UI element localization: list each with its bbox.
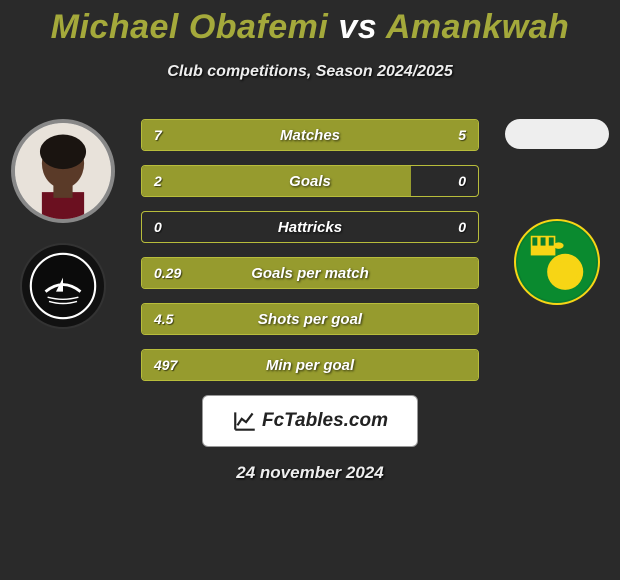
player1-photo — [11, 119, 115, 223]
vs-text: vs — [338, 8, 377, 46]
stat-row: 7Matches5 — [141, 119, 479, 151]
stat-label: Hattricks — [142, 219, 478, 236]
stats-table: 7Matches5 2Goals0 0Hattricks0 0.29Goals per… — [141, 119, 479, 381]
stat-label: Goals per match — [142, 265, 478, 282]
player2-photo-placeholder — [505, 119, 609, 149]
plymouth-badge-icon — [28, 251, 98, 321]
player1-name: Michael Obafemi — [51, 8, 329, 46]
stat-label: Goals — [142, 173, 478, 190]
chart-icon — [232, 408, 258, 434]
player1-photo-svg — [15, 123, 111, 219]
stat-label: Min per goal — [142, 357, 478, 374]
stat-row: 497Min per goal — [141, 349, 479, 381]
stat-row: 0.29Goals per match — [141, 257, 479, 289]
stat-label: Matches — [142, 127, 478, 144]
stat-row: 2Goals0 — [141, 165, 479, 197]
player2-name: Amankwah — [386, 8, 570, 46]
date-text: 24 november 2024 — [0, 463, 620, 483]
stat-row: 4.5Shots per goal — [141, 303, 479, 335]
subtitle: Club competitions, Season 2024/2025 — [0, 63, 620, 81]
footer-brand[interactable]: FcTables.com — [202, 395, 418, 447]
norwich-badge-icon — [516, 219, 598, 305]
player2-club-badge — [514, 219, 600, 305]
left-column — [8, 119, 118, 329]
page-title: Michael Obafemi vs Amankwah — [0, 0, 620, 47]
player1-club-badge — [20, 243, 106, 329]
right-column — [502, 119, 612, 305]
stat-label: Shots per goal — [142, 311, 478, 328]
footer-brand-text: FcTables.com — [262, 410, 388, 432]
content-area: 7Matches5 2Goals0 0Hattricks0 0.29Goals per… — [0, 119, 620, 381]
stat-row: 0Hattricks0 — [141, 211, 479, 243]
